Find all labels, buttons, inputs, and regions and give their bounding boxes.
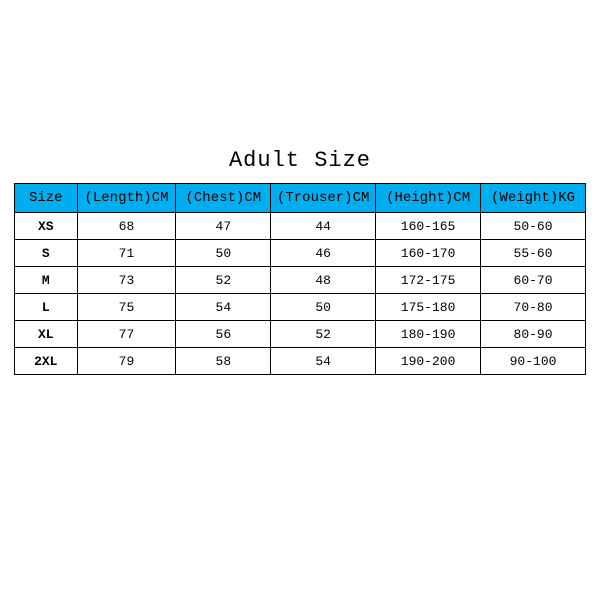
cell-length: 71	[77, 240, 176, 267]
cell-weight: 70-80	[481, 294, 586, 321]
cell-length: 73	[77, 267, 176, 294]
header-row: Size (Length)CM (Chest)CM (Trouser)CM (H…	[15, 184, 586, 213]
cell-trouser: 52	[271, 321, 376, 348]
table-row: S 71 50 46 160-170 55-60	[15, 240, 586, 267]
cell-weight: 80-90	[481, 321, 586, 348]
cell-chest: 47	[176, 213, 271, 240]
cell-size: L	[15, 294, 78, 321]
cell-trouser: 54	[271, 348, 376, 375]
cell-size: S	[15, 240, 78, 267]
cell-length: 75	[77, 294, 176, 321]
table-row: XL 77 56 52 180-190 80-90	[15, 321, 586, 348]
table-row: 2XL 79 58 54 190-200 90-100	[15, 348, 586, 375]
table-row: M 73 52 48 172-175 60-70	[15, 267, 586, 294]
size-table: Size (Length)CM (Chest)CM (Trouser)CM (H…	[14, 183, 586, 375]
cell-length: 77	[77, 321, 176, 348]
col-header-size: Size	[15, 184, 78, 213]
col-header-trouser: (Trouser)CM	[271, 184, 376, 213]
col-header-chest: (Chest)CM	[176, 184, 271, 213]
cell-trouser: 50	[271, 294, 376, 321]
cell-height: 160-165	[376, 213, 481, 240]
cell-height: 160-170	[376, 240, 481, 267]
col-header-weight: (Weight)KG	[481, 184, 586, 213]
cell-length: 79	[77, 348, 176, 375]
cell-size: XS	[15, 213, 78, 240]
table-row: L 75 54 50 175-180 70-80	[15, 294, 586, 321]
cell-chest: 58	[176, 348, 271, 375]
col-header-length: (Length)CM	[77, 184, 176, 213]
cell-chest: 54	[176, 294, 271, 321]
cell-size: XL	[15, 321, 78, 348]
cell-size: M	[15, 267, 78, 294]
cell-size: 2XL	[15, 348, 78, 375]
cell-length: 68	[77, 213, 176, 240]
cell-chest: 56	[176, 321, 271, 348]
cell-weight: 55-60	[481, 240, 586, 267]
cell-trouser: 46	[271, 240, 376, 267]
cell-weight: 90-100	[481, 348, 586, 375]
cell-height: 172-175	[376, 267, 481, 294]
cell-chest: 52	[176, 267, 271, 294]
col-header-height: (Height)CM	[376, 184, 481, 213]
table-row: XS 68 47 44 160-165 50-60	[15, 213, 586, 240]
cell-weight: 60-70	[481, 267, 586, 294]
cell-height: 190-200	[376, 348, 481, 375]
cell-weight: 50-60	[481, 213, 586, 240]
cell-height: 180-190	[376, 321, 481, 348]
cell-trouser: 48	[271, 267, 376, 294]
table-title: Adult Size	[0, 0, 600, 183]
cell-trouser: 44	[271, 213, 376, 240]
cell-chest: 50	[176, 240, 271, 267]
cell-height: 175-180	[376, 294, 481, 321]
